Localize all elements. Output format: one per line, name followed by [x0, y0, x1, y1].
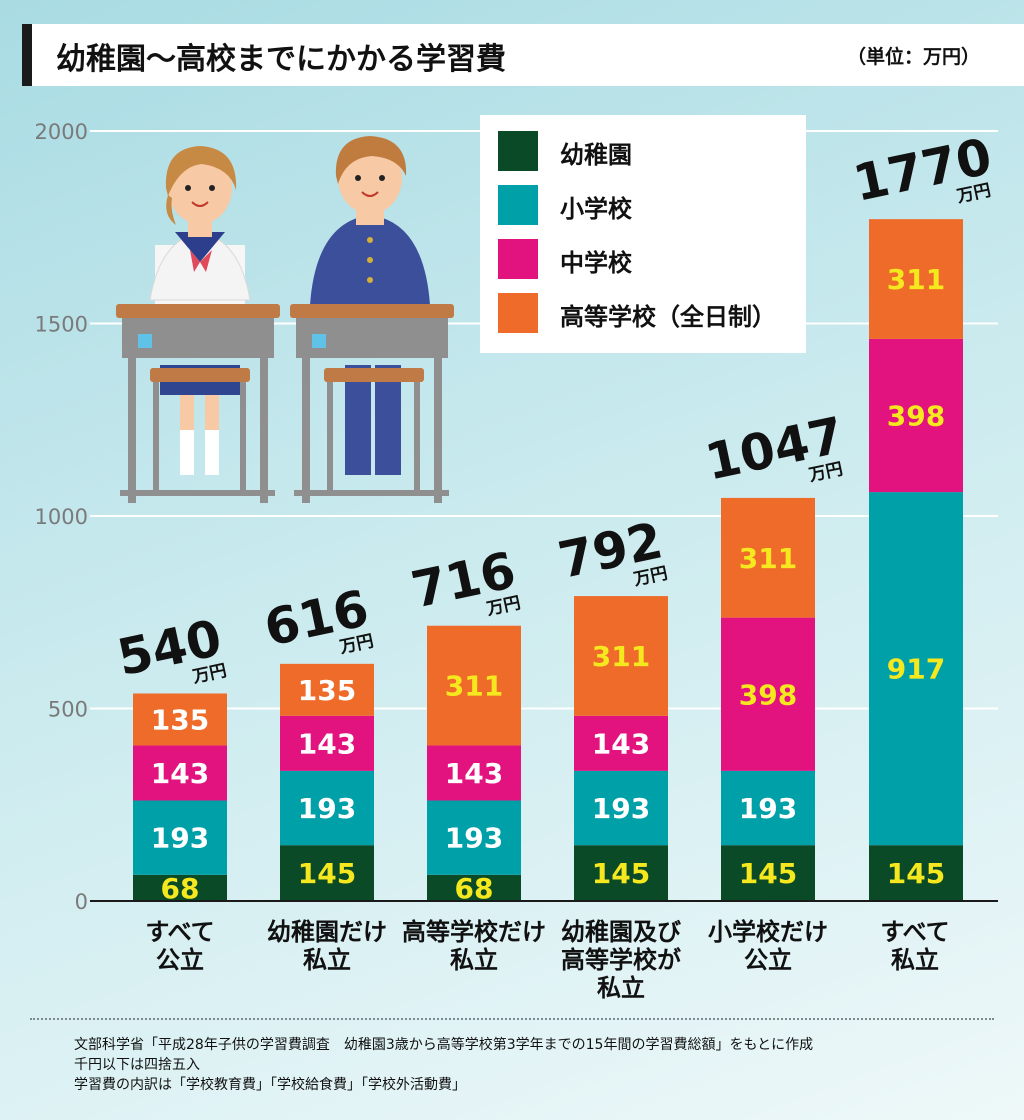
bar-segment [721, 617, 815, 771]
bar-segment [427, 874, 521, 901]
x-category-label: すべて 公立 [145, 918, 215, 974]
chart-legend: 幼稚園 小学校 中学校 高等学校（全日制） [480, 115, 806, 353]
bar-segment-value-label: 135 [298, 674, 356, 707]
bar-segment [133, 693, 227, 746]
bar-segment [427, 745, 521, 801]
rounding-note: 千円以下は四捨五入 [74, 1057, 200, 1073]
y-tick-labels: 0 500 1000 1500 2000 [35, 120, 88, 914]
bar-segment-value-label: 145 [592, 857, 650, 890]
footer-divider [30, 1018, 994, 1020]
bar-segment [574, 845, 668, 901]
desk-illustration-left [116, 304, 280, 503]
legend-swatch [498, 293, 538, 333]
y-tick-label: 500 [48, 698, 88, 722]
boy-student-illustration [310, 136, 430, 475]
bar-segment-value-label: 145 [298, 857, 356, 890]
bar-segment-value-label: 143 [298, 727, 356, 760]
bar-segment-value-label: 311 [445, 670, 503, 703]
bar-segment [574, 770, 668, 846]
x-category-label: 高等学校だけ 私立 [402, 918, 546, 974]
bar-segment-value-label: 311 [887, 263, 945, 296]
y-tick-label: 1500 [35, 313, 88, 337]
legend-swatch [498, 185, 538, 225]
bar-segment-value-label: 143 [151, 757, 209, 790]
bar-segment [721, 770, 815, 846]
legend-label: 高等学校（全日制） [560, 303, 776, 331]
students-illustration [116, 136, 454, 503]
bar-segment-value-label: 917 [887, 653, 945, 686]
chart-title: 幼稚園〜高校までにかかる学習費 [56, 42, 506, 77]
bar-segment-value-label: 145 [887, 857, 945, 890]
bar-segment-value-label: 193 [739, 792, 797, 825]
breakdown-note: 学習費の内訳は「学校教育費」「学校給食費」「学校外活動費」 [74, 1077, 466, 1093]
bar-segment-value-label: 68 [455, 872, 494, 905]
legend-swatch [498, 239, 538, 279]
bar-segment [280, 845, 374, 901]
legend-label: 中学校 [560, 249, 632, 277]
x-category-label: 小学校だけ 公立 [708, 918, 828, 974]
bar-segment [869, 338, 963, 493]
legend-swatch [498, 131, 538, 171]
bar-segment-value-label: 143 [445, 757, 503, 790]
bar-segment [280, 715, 374, 771]
x-category-label: 幼稚園だけ 私立 [267, 918, 387, 974]
bar-segment [133, 874, 227, 901]
bar-segment [427, 800, 521, 875]
bar-segment-value-label: 68 [161, 872, 200, 905]
bar-segment [133, 800, 227, 875]
bar-segment [721, 497, 815, 618]
title-bar: 幼稚園〜高校までにかかる学習費 （単位：万円） [22, 24, 1024, 86]
bar-segment [280, 663, 374, 716]
bar-segment [869, 219, 963, 339]
x-category-label: 幼稚園及び 高等学校が 私立 [561, 918, 681, 1002]
bar-segment [869, 492, 963, 846]
bar-segment-value-label: 193 [592, 792, 650, 825]
bar-segment [869, 845, 963, 901]
title-accent-bar [22, 24, 32, 86]
legend-label: 小学校 [560, 195, 632, 223]
bar-segment-value-label: 193 [445, 822, 503, 855]
bar-segment-value-label: 398 [739, 678, 797, 711]
bar-segment-value-label: 143 [592, 727, 650, 760]
bar-segment-value-label: 193 [298, 792, 356, 825]
x-category-label: すべて 私立 [880, 918, 950, 974]
bar-segment [574, 596, 668, 716]
y-tick-label: 2000 [35, 120, 88, 144]
bar-segment [574, 715, 668, 771]
y-tick-label: 1000 [35, 505, 88, 529]
y-tick-label: 0 [75, 890, 88, 914]
bar-segment [721, 845, 815, 901]
desk-illustration-right [290, 304, 454, 503]
bar-segment-value-label: 145 [739, 857, 797, 890]
bar-segment-value-label: 193 [151, 822, 209, 855]
source-note: 文部科学省「平成28年子供の学習費調査 幼稚園3歳から高等学校第3学年までの15… [74, 1037, 814, 1053]
bar-segment [133, 745, 227, 801]
bar-segment-value-label: 311 [739, 542, 797, 575]
bar-segment-value-label: 398 [887, 400, 945, 433]
unit-label: （単位：万円） [846, 46, 980, 68]
bar-segment [427, 625, 521, 746]
bar-segment-value-label: 311 [592, 640, 650, 673]
legend-label: 幼稚園 [560, 141, 632, 169]
bar-segment [280, 770, 374, 846]
bar-segment-value-label: 135 [151, 703, 209, 736]
